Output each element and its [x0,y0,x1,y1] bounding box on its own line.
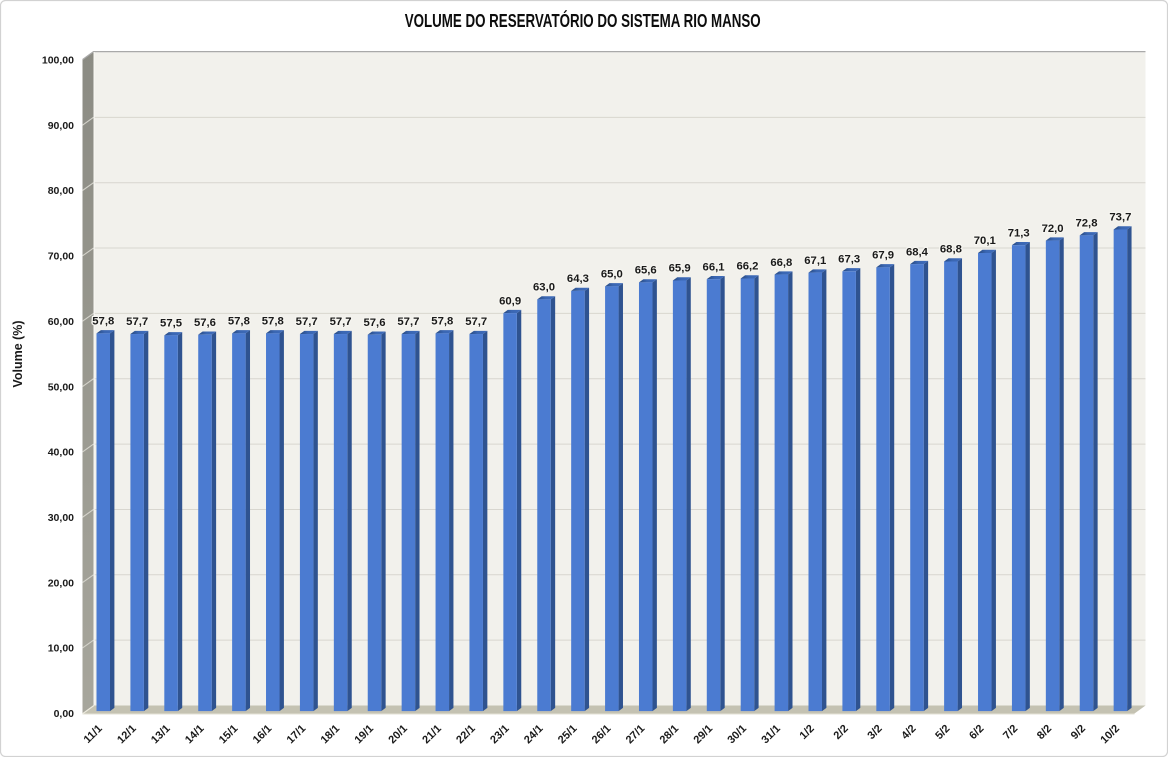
svg-text:80,00: 80,00 [48,185,74,197]
svg-text:70,00: 70,00 [48,251,74,263]
svg-text:60,00: 60,00 [48,316,74,328]
svg-text:30,00: 30,00 [48,512,74,524]
svg-text:57,8: 57,8 [92,316,114,328]
svg-text:40,00: 40,00 [48,447,74,459]
svg-text:64,3: 64,3 [567,273,589,285]
svg-text:68,8: 68,8 [940,244,962,256]
svg-text:66,2: 66,2 [736,261,758,273]
svg-text:72,0: 72,0 [1042,223,1064,235]
svg-text:57,7: 57,7 [397,316,419,328]
svg-text:71,3: 71,3 [1008,227,1030,239]
svg-text:57,7: 57,7 [330,316,352,328]
svg-text:Volume (%): Volume (%) [11,320,25,387]
svg-text:67,9: 67,9 [872,250,894,262]
svg-text:20,00: 20,00 [48,577,74,589]
svg-text:73,7: 73,7 [1109,212,1131,224]
svg-text:10,00: 10,00 [48,643,74,655]
svg-text:67,1: 67,1 [804,255,826,267]
svg-text:60,9: 60,9 [499,295,521,307]
svg-text:65,9: 65,9 [669,263,691,275]
svg-text:57,8: 57,8 [228,316,250,328]
svg-text:100,00: 100,00 [42,55,74,67]
svg-text:90,00: 90,00 [48,120,74,132]
svg-text:66,8: 66,8 [770,257,792,269]
svg-text:57,7: 57,7 [296,316,318,328]
svg-text:72,8: 72,8 [1075,218,1097,230]
svg-text:0,00: 0,00 [54,708,75,720]
svg-text:57,7: 57,7 [465,316,487,328]
svg-text:67,3: 67,3 [838,253,860,265]
svg-text:57,7: 57,7 [126,316,148,328]
svg-text:VOLUME DO RESERVATÓRIO DO SIST: VOLUME DO RESERVATÓRIO DO SISTEMA RIO MA… [405,10,761,31]
svg-text:50,00: 50,00 [48,381,74,393]
svg-text:68,4: 68,4 [906,246,929,258]
svg-text:57,6: 57,6 [363,317,385,329]
svg-text:57,8: 57,8 [431,316,453,328]
svg-text:65,6: 65,6 [635,265,657,277]
svg-text:65,0: 65,0 [601,269,623,281]
svg-text:57,5: 57,5 [160,318,182,330]
svg-text:57,8: 57,8 [262,316,284,328]
svg-text:57,6: 57,6 [194,317,216,329]
svg-text:70,1: 70,1 [974,235,996,247]
svg-text:63,0: 63,0 [533,282,555,294]
svg-text:66,1: 66,1 [703,261,725,273]
